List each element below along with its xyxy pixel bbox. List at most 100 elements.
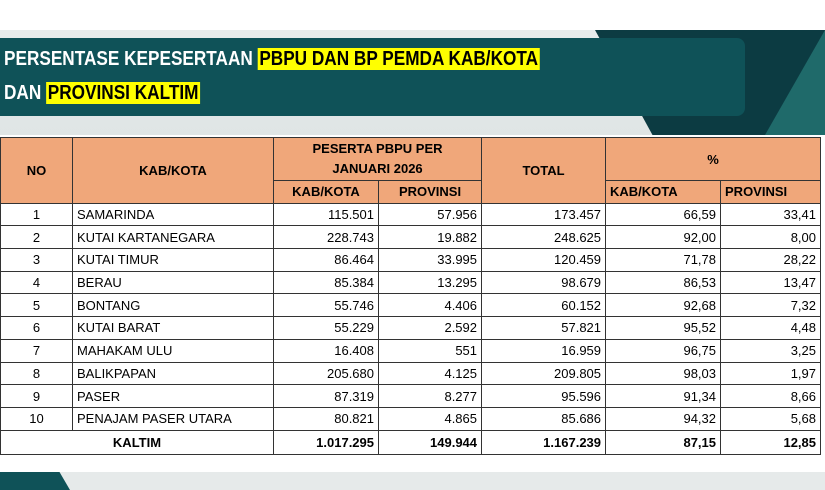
row-pct-prov: 13,47 (720, 270, 822, 295)
row-prov: 13.295 (377, 270, 483, 295)
row-prov: 2.592 (377, 316, 483, 340)
row-total: 120.459 (481, 248, 607, 272)
row-name: PASER (72, 384, 274, 408)
row-prov: 19.882 (377, 225, 483, 250)
table-row: 2 KUTAI KARTANEGARA 228.743 19.882 248.625 92… (0, 225, 822, 250)
row-name: PENAJAM PASER UTARA (72, 406, 274, 431)
row-no: 3 (0, 248, 73, 272)
table-row: 10 PENAJAM PASER UTARA 80.821 4.865 85.686 94… (0, 406, 822, 431)
row-total: 85.686 (481, 406, 607, 431)
row-no: 9 (0, 384, 73, 408)
row-pct-prov: 4,48 (720, 316, 822, 340)
row-kab: 86.464 (273, 248, 379, 272)
total-pct-prov: 12,85 (720, 429, 822, 455)
row-pct-kab: 92,00 (605, 225, 722, 250)
row-no: 7 (0, 338, 73, 363)
table-row: 6 KUTAI BARAT 55.229 2.592 57.821 95,52 4,48 (0, 316, 822, 340)
row-kab: 85.384 (273, 270, 379, 295)
row-pct-kab: 95,52 (605, 316, 722, 340)
header-sub-kabkota: KAB/KOTA (273, 180, 379, 204)
row-total: 209.805 (481, 361, 607, 386)
row-name: KUTAI BARAT (72, 316, 274, 340)
row-pct-kab: 96,75 (605, 338, 722, 363)
row-kab: 80.821 (273, 406, 379, 431)
table-row: 1 SAMARINDA 115.501 57.956 173.457 66,59 33,41 (0, 202, 822, 227)
row-pct-kab: 86,53 (605, 270, 722, 295)
row-pct-kab: 71,78 (605, 248, 722, 272)
row-name: BERAU (72, 270, 274, 295)
header-no: NO (0, 137, 73, 204)
row-prov: 4.406 (377, 293, 483, 318)
row-kab: 55.746 (273, 293, 379, 318)
header-pct-provinsi: PROVINSI (720, 180, 822, 204)
row-no: 2 (0, 225, 73, 250)
row-prov: 4.125 (377, 361, 483, 386)
row-total: 173.457 (481, 202, 607, 227)
row-pct-prov: 5,68 (720, 406, 822, 431)
row-pct-kab: 91,34 (605, 384, 722, 408)
total-pct-kab: 87,15 (605, 429, 722, 455)
total-name: KALTIM (0, 429, 274, 455)
row-pct-kab: 92,68 (605, 293, 722, 318)
table-row: 7 MAHAKAM ULU 16.408 551 16.959 96,75 3,25 (0, 338, 822, 363)
row-pct-prov: 33,41 (720, 202, 822, 227)
row-total: 98.679 (481, 270, 607, 295)
table-row: 9 PASER 87.319 8.277 95.596 91,34 8,66 (0, 384, 822, 408)
data-table-wrapper: NO KAB/KOTA PESERTA PBPU PER JANUARI 202… (0, 137, 822, 455)
row-prov: 8.277 (377, 384, 483, 408)
row-pct-prov: 8,66 (720, 384, 822, 408)
title-text: PERSENTASE KEPESERTAAN (4, 48, 258, 70)
header-pct-kabkota: KAB/KOTA (605, 180, 722, 204)
row-no: 8 (0, 361, 73, 386)
row-pct-kab: 66,59 (605, 202, 722, 227)
header-percent: % (605, 137, 822, 181)
row-prov: 4.865 (377, 406, 483, 431)
title-highlight: PBPU DAN BP PEMDA KAB/KOTA (257, 48, 540, 70)
header-kabkota: KAB/KOTA (72, 137, 274, 204)
row-name: MAHAKAM ULU (72, 338, 274, 363)
title-line-1: PERSENTASE KEPESERTAAN PBPU DAN BP PEMDA… (4, 48, 540, 71)
row-no: 10 (0, 406, 73, 431)
row-kab: 16.408 (273, 338, 379, 363)
header-sub-provinsi: PROVINSI (377, 180, 483, 204)
table-row: 4 BERAU 85.384 13.295 98.679 86,53 13,47 (0, 270, 822, 295)
total-row: KALTIM 1.017.295 149.944 1.167.239 87,15 12,8… (0, 429, 822, 455)
row-pct-prov: 3,25 (720, 338, 822, 363)
table-row: 5 BONTANG 55.746 4.406 60.152 92,68 7,32 (0, 293, 822, 318)
total-prov: 149.944 (377, 429, 483, 455)
row-name: BONTANG (72, 293, 274, 318)
row-no: 5 (0, 293, 73, 318)
row-name: KUTAI KARTANEGARA (72, 225, 274, 250)
row-pct-prov: 7,32 (720, 293, 822, 318)
title-text: DAN (4, 82, 47, 104)
row-pct-prov: 1,97 (720, 361, 822, 386)
row-pct-prov: 8,00 (720, 225, 822, 250)
row-kab: 115.501 (273, 202, 379, 227)
row-kab: 205.680 (273, 361, 379, 386)
row-prov: 33.995 (377, 248, 483, 272)
row-name: SAMARINDA (72, 202, 274, 227)
total-total: 1.167.239 (481, 429, 607, 455)
row-kab: 228.743 (273, 225, 379, 250)
row-total: 60.152 (481, 293, 607, 318)
row-no: 4 (0, 270, 73, 295)
row-total: 16.959 (481, 338, 607, 363)
row-name: KUTAI TIMUR (72, 248, 274, 272)
row-kab: 87.319 (273, 384, 379, 408)
footer-decoration (0, 472, 70, 490)
table-row: 8 BALIKPAPAN 205.680 4.125 209.805 98,03 1,97 (0, 361, 822, 386)
row-pct-kab: 98,03 (605, 361, 722, 386)
table-row: 3 KUTAI TIMUR 86.464 33.995 120.459 71,78 28,2… (0, 248, 822, 272)
row-total: 95.596 (481, 384, 607, 408)
title-highlight: PROVINSI KALTIM (46, 82, 201, 104)
row-kab: 55.229 (273, 316, 379, 340)
row-no: 6 (0, 316, 73, 340)
row-prov: 551 (377, 338, 483, 363)
row-pct-kab: 94,32 (605, 406, 722, 431)
header-peserta: PESERTA PBPU PER JANUARI 2026 (272, 137, 483, 181)
row-total: 248.625 (481, 225, 607, 250)
row-total: 57.821 (481, 316, 607, 340)
header-total: TOTAL (481, 137, 607, 204)
row-prov: 57.956 (377, 202, 483, 227)
total-kab: 1.017.295 (273, 429, 379, 455)
